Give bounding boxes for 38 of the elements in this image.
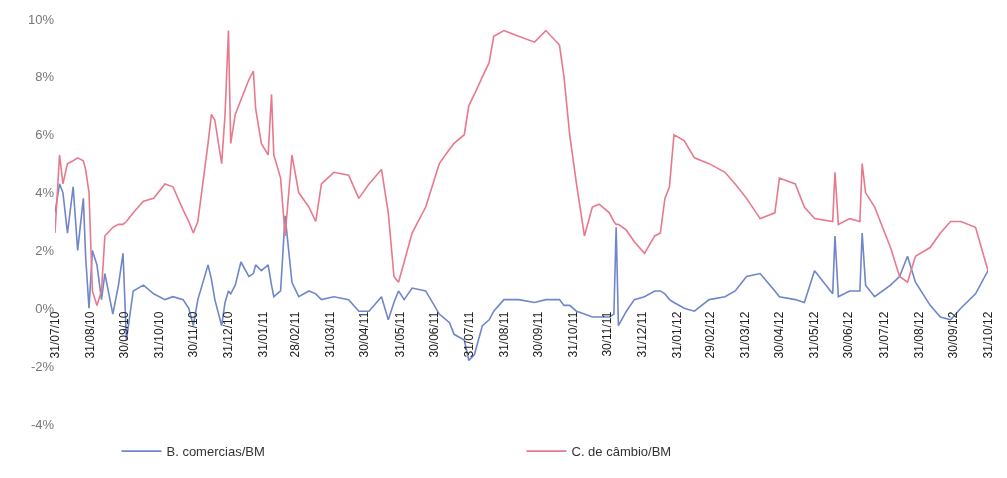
y-tick-label: 6% <box>35 127 55 143</box>
x-tick-label: 30/09/10 <box>117 311 132 359</box>
x-tick-label: 31/10/11 <box>565 311 580 358</box>
y-tick-label: -2% <box>30 358 55 374</box>
x-tick-label: 30/04/12 <box>772 311 787 359</box>
x-tick-label: 31/05/12 <box>807 311 822 359</box>
x-tick-label: 29/02/12 <box>703 311 718 359</box>
x-tick-label: 30/04/11 <box>357 311 372 358</box>
x-tick-label: 31/07/10 <box>47 311 62 359</box>
x-tick-label: 30/09/12 <box>945 311 960 359</box>
x-tick-label: 31/08/11 <box>496 311 511 358</box>
x-tick-label: 31/07/12 <box>876 311 891 359</box>
x-tick-label: 31/10/10 <box>152 311 167 359</box>
x-tick-label: 31/08/10 <box>83 311 98 359</box>
x-tick-label: 31/01/11 <box>256 311 271 358</box>
legend-label: C. de câmbio/BM <box>571 444 672 460</box>
x-tick-label: 30/06/12 <box>841 311 856 359</box>
x-tick-label: 31/03/12 <box>738 311 753 359</box>
y-tick-label: 4% <box>35 185 55 201</box>
x-tick-label: 31/12/11 <box>635 311 650 358</box>
y-tick-label: 2% <box>35 242 55 258</box>
x-tick-label: 31/12/10 <box>221 311 236 359</box>
x-tick-label: 28/02/11 <box>288 311 303 358</box>
x-tick-label: 30/06/11 <box>426 311 441 358</box>
x-tick-label: 31/07/11 <box>461 311 476 358</box>
x-tick-label: 30/11/10 <box>186 311 201 358</box>
x-tick-label: 30/11/11 <box>599 311 614 357</box>
x-tick-label: 30/09/11 <box>530 311 545 358</box>
x-tick-label: 31/03/11 <box>323 311 338 358</box>
x-tick-label: 31/01/12 <box>670 311 685 359</box>
line-series <box>55 29 988 307</box>
y-tick-label: 8% <box>35 69 55 85</box>
y-tick-label: 10% <box>27 11 55 27</box>
x-tick-label: 31/08/12 <box>911 311 926 359</box>
legend-label: B. comercias/BM <box>166 444 265 460</box>
x-tick-label: 31/05/11 <box>392 311 407 358</box>
x-tick-label: 31/10/12 <box>980 311 995 359</box>
y-tick-label: -4% <box>30 416 55 432</box>
